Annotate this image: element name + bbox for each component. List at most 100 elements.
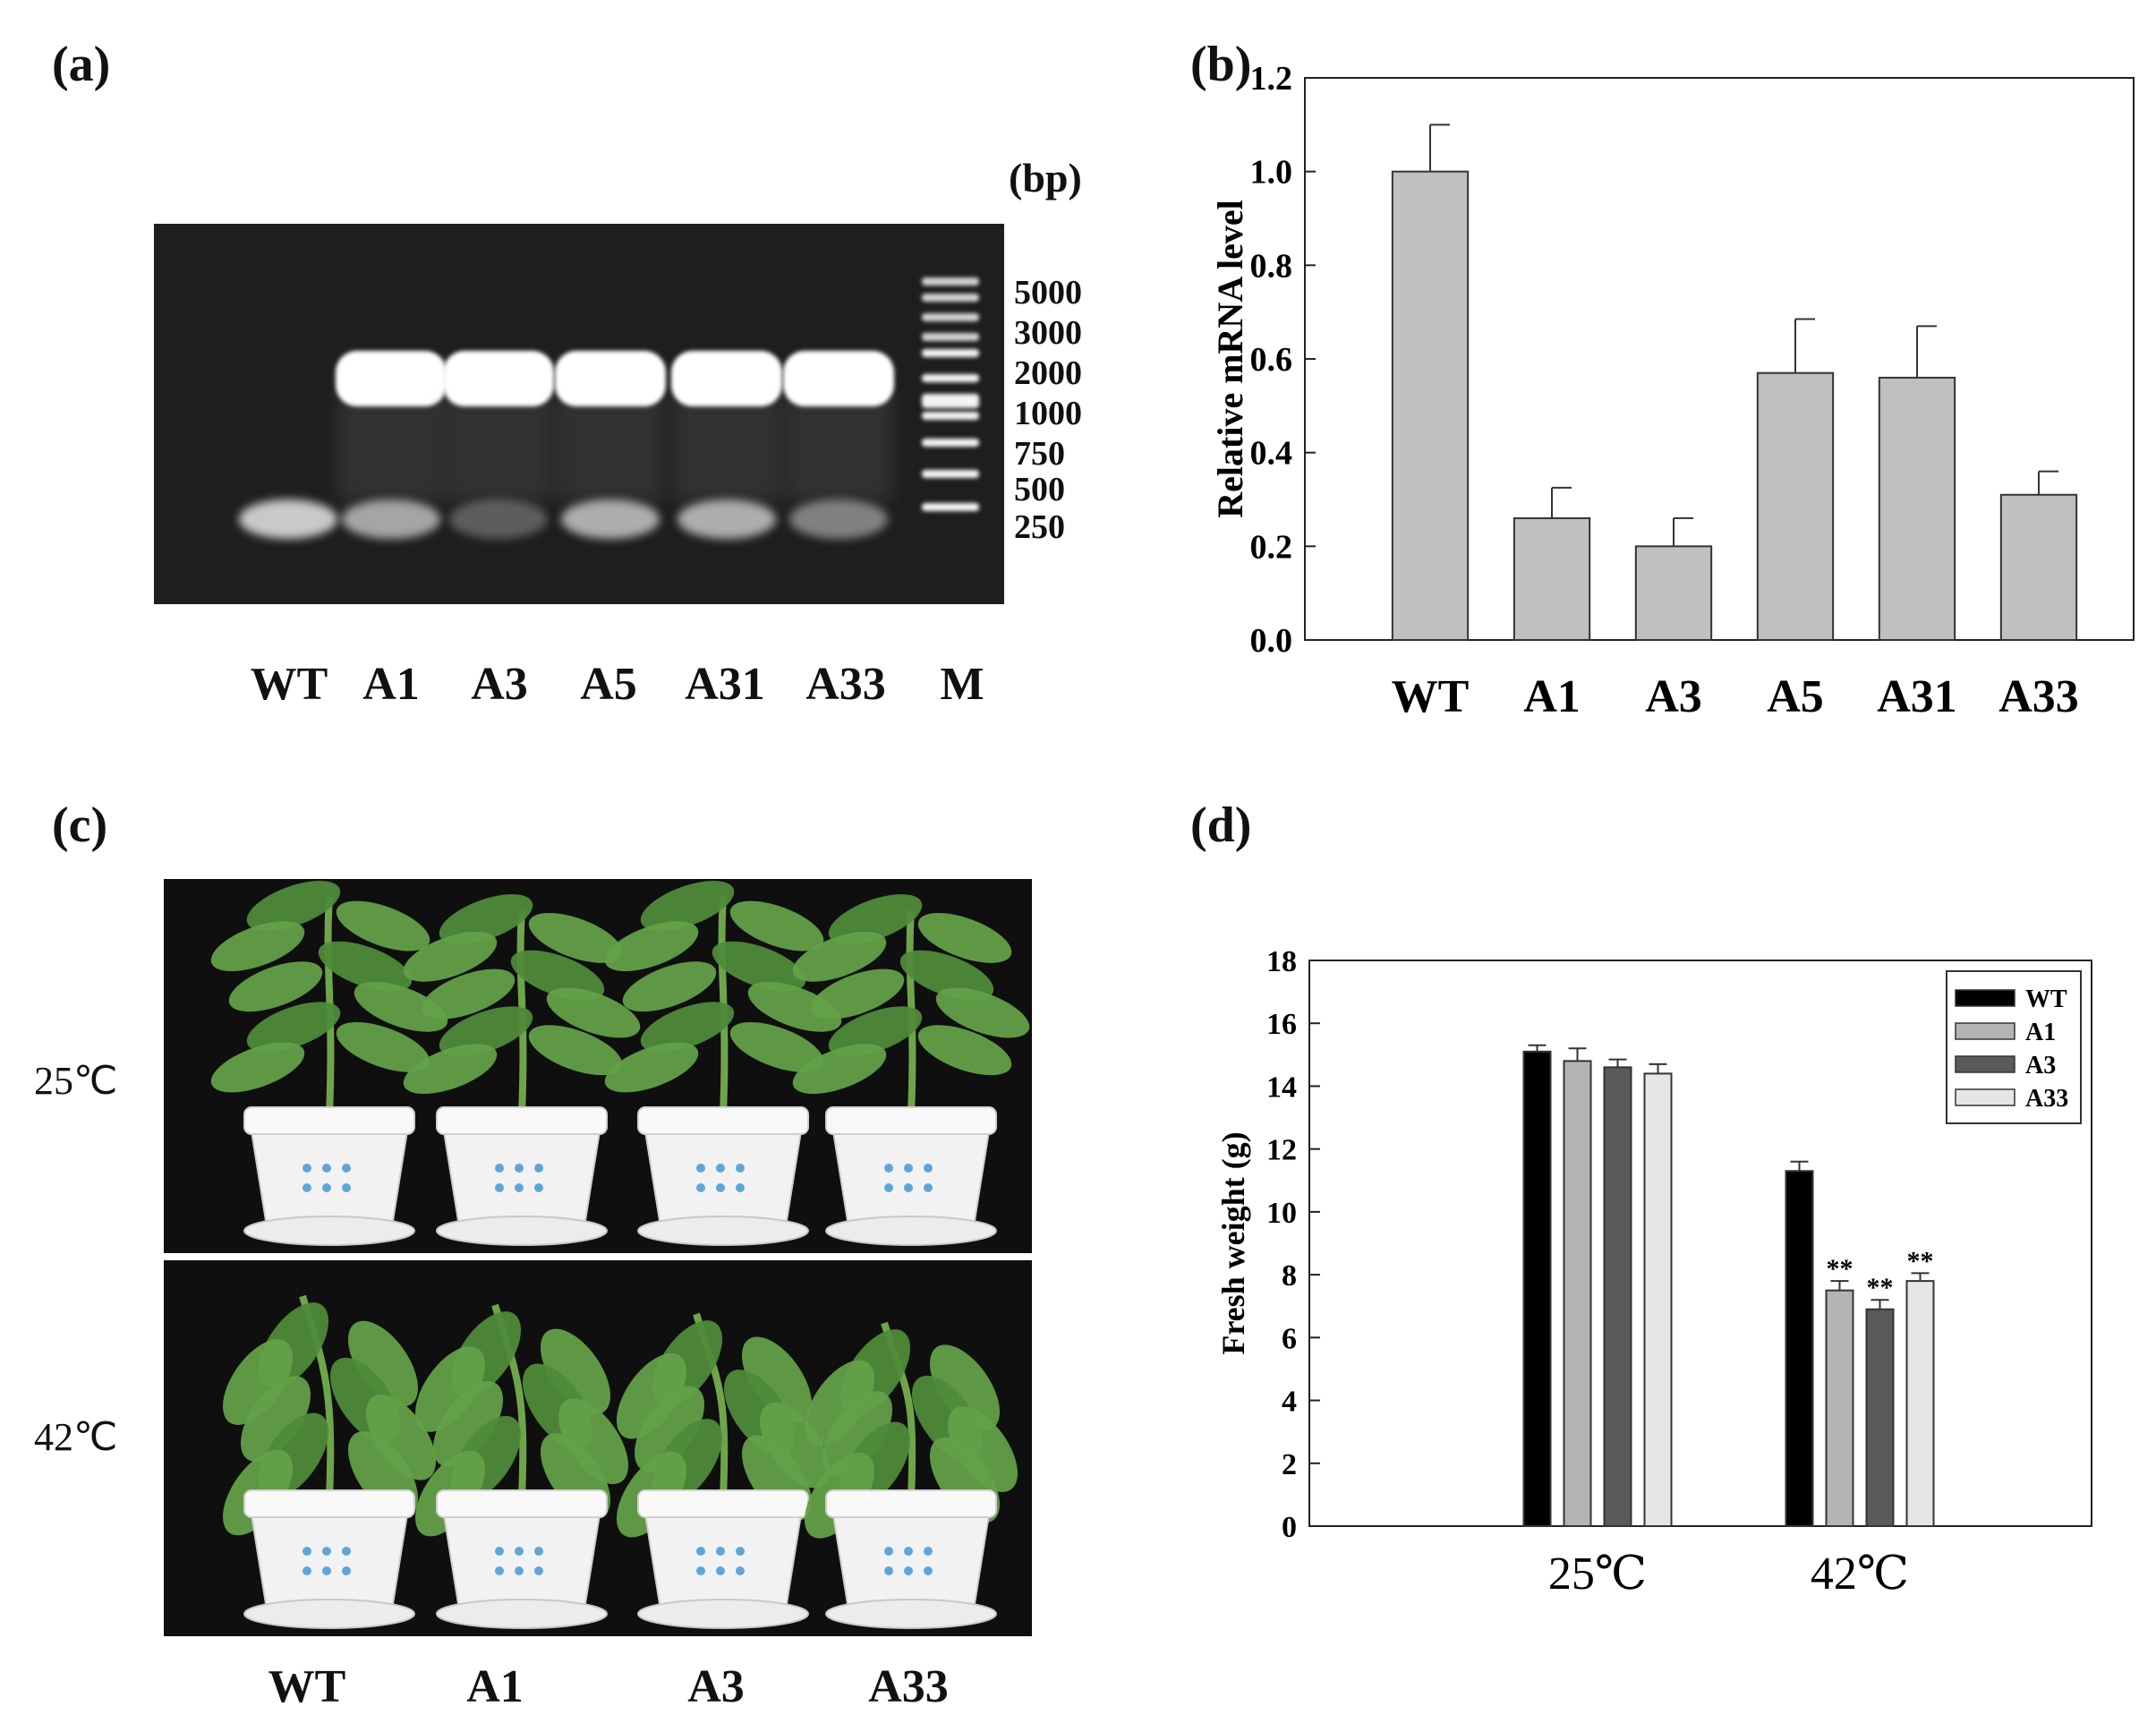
bar-a31 [1878, 376, 1956, 641]
plant-photo-25c [164, 879, 1032, 1253]
plant [414, 1303, 629, 1629]
plant [604, 881, 842, 1246]
gel-marker-band [922, 503, 979, 511]
legend-swatch [1955, 989, 2015, 1007]
y-tick-label: 16 [1266, 1008, 1297, 1041]
bar-wt [1391, 170, 1470, 641]
significance-mark: ** [1907, 1246, 1934, 1276]
bar-a1-0 [1563, 1060, 1592, 1528]
gel-marker-band [922, 412, 979, 420]
plant [403, 894, 641, 1246]
gel-marker-band [922, 470, 979, 478]
plant [804, 1321, 1018, 1629]
plant [210, 881, 448, 1246]
gel-smear [673, 394, 780, 501]
gel-lane-label-wt: WT [250, 659, 328, 710]
gel-lane-label-a1: A1 [362, 659, 420, 710]
y-tick-label: 2 [1282, 1448, 1297, 1481]
y-axis-label: Fresh weight (g) [1215, 1131, 1251, 1354]
gel-band-large [783, 351, 894, 406]
x-tick-label: A31 [1877, 671, 1957, 722]
marker-label-1000: 1000 [1014, 395, 1082, 432]
gel-smear [337, 394, 445, 501]
bar-a5 [1756, 371, 1835, 641]
x-tick-label: A5 [1767, 671, 1824, 722]
photo-temp-label-25: 25℃ [34, 1059, 118, 1103]
gel-marker-band [922, 374, 979, 382]
gel-band-small [239, 499, 337, 539]
gel-marker-band [922, 349, 979, 357]
marker-label-250: 250 [1014, 508, 1065, 546]
marker-label-2000: 2000 [1014, 354, 1082, 392]
bar-wt-0 [1522, 1050, 1552, 1528]
legend-label: A3 [2025, 1052, 2056, 1079]
plant [616, 1312, 831, 1629]
photo-plant-label-a1: A1 [466, 1661, 524, 1712]
y-tick-label: 12 [1266, 1134, 1297, 1167]
bar-a1-1 [1825, 1289, 1854, 1527]
gel-band-small [342, 499, 440, 539]
gel-lane-label-a3: A3 [471, 659, 528, 710]
marker-label-3000: 3000 [1014, 314, 1082, 352]
panel-label-b: (b) [1190, 37, 1252, 92]
plant [792, 894, 1030, 1246]
legend-swatch [1955, 1088, 2015, 1106]
panel-label-d: (d) [1190, 798, 1252, 853]
y-tick-label: 0 [1282, 1511, 1297, 1544]
photo-temp-label-42: 42℃ [34, 1415, 118, 1459]
x-tick-label: A1 [1523, 671, 1581, 722]
legend-swatch [1955, 1055, 2015, 1073]
bar-a1 [1513, 516, 1591, 642]
gel-lane-label-m: M [940, 659, 984, 710]
plot-frame [1308, 960, 2092, 1527]
bar-a3-0 [1603, 1066, 1632, 1527]
photo-plant-label-a3: A3 [687, 1661, 745, 1712]
y-tick-label: 10 [1266, 1197, 1297, 1230]
fresh-weight-bar-chart: 0 2 4 6 8 10 12 14 16 18 25℃ ** ** ** 42℃ Fresh weight … [1215, 945, 2092, 1600]
gel-band-large [555, 351, 666, 406]
y-tick-label: 0.6 [1250, 341, 1293, 379]
gel-marker-band [922, 333, 979, 341]
marker-label-750: 750 [1014, 435, 1065, 473]
y-tick-label: 0.0 [1250, 622, 1293, 660]
gel-marker-band [922, 394, 979, 408]
gel-band-large [443, 351, 554, 406]
x-tick-label: WT [1392, 671, 1470, 722]
plant-photo-42c [164, 1260, 1032, 1636]
gel-lane-label-a31: A31 [685, 659, 765, 710]
photo-plant-label-a33: A33 [868, 1661, 949, 1712]
x-tick-label: A3 [1645, 671, 1702, 722]
gel-band-large [336, 351, 447, 406]
y-axis-label: Relative mRNA level [1210, 200, 1250, 517]
gel-marker-band [922, 277, 979, 286]
bar-a3 [1634, 545, 1713, 641]
y-tick-label: 0.8 [1250, 247, 1293, 285]
bar-a3-1 [1865, 1308, 1895, 1527]
gel-bands [239, 277, 979, 539]
x-tick-label: A33 [1998, 671, 2079, 722]
legend-label: A33 [2025, 1085, 2068, 1113]
panel-label-a: (a) [52, 37, 111, 92]
x-tick-label: 25℃ [1548, 1549, 1647, 1600]
gel-lane-label-a5: A5 [580, 659, 637, 710]
y-tick-label: 4 [1282, 1386, 1297, 1419]
photo-plant-label-wt: WT [268, 1661, 346, 1712]
gel-band-large [671, 351, 782, 406]
legend-label: WT [2025, 985, 2067, 1013]
bar-wt-1 [1785, 1170, 1814, 1527]
significance-mark: ** [1867, 1273, 1894, 1302]
gel-smear [445, 394, 552, 501]
gel-band-small [677, 499, 776, 539]
y-tick-label: 0.4 [1250, 435, 1293, 473]
plant [222, 1294, 437, 1629]
y-tick-label: 0.2 [1250, 528, 1293, 566]
x-tick-label: 42℃ [1811, 1549, 1909, 1600]
gel-band-small [789, 499, 888, 539]
mrna-bar-chart: 0.0 0.2 0.4 0.6 0.8 1.0 1.2 WT A1 A3 A5 A31 A33 Relat… [1210, 60, 2135, 722]
gel-smear [557, 394, 664, 501]
gel-lane-label-a33: A33 [805, 659, 886, 710]
gel-marker-band [922, 313, 979, 321]
marker-label-5000: 5000 [1014, 274, 1082, 311]
gel-marker-band [922, 294, 979, 302]
gel-marker-band [922, 439, 979, 447]
